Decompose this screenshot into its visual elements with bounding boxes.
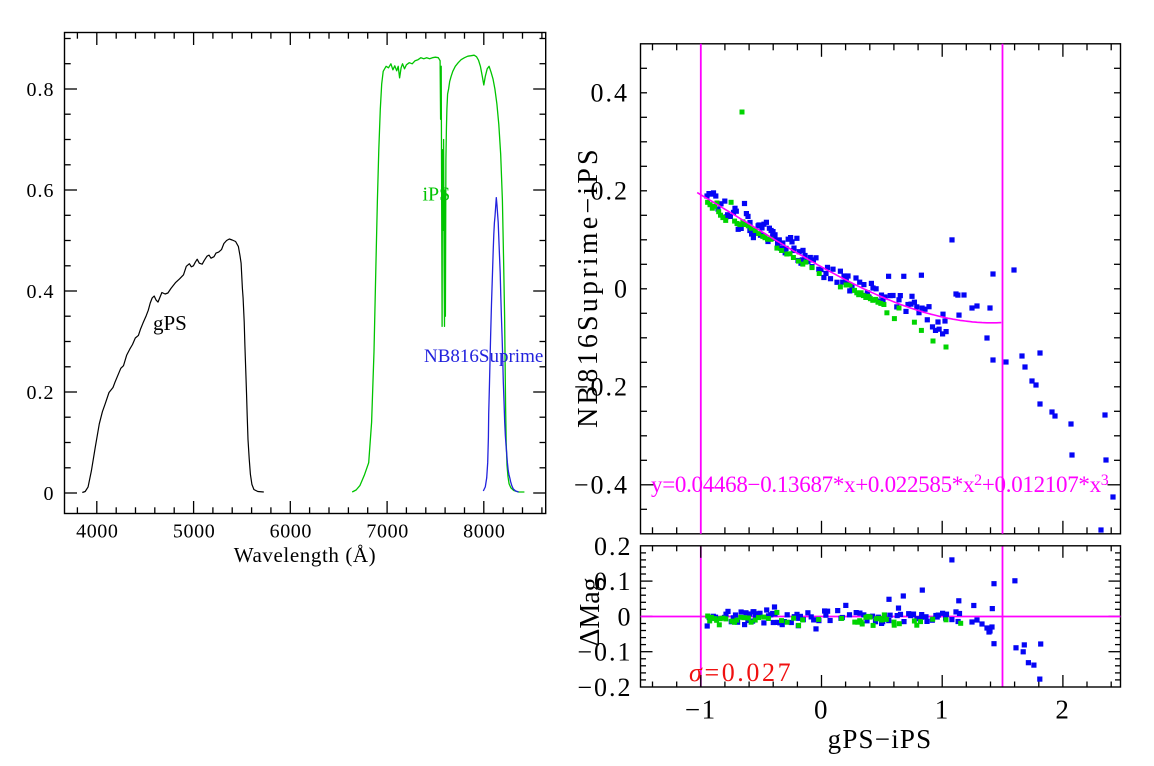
svg-text:0.6: 0.6	[27, 180, 55, 202]
svg-text:ΔMag: ΔMag	[575, 577, 606, 646]
svg-text:0.2: 0.2	[591, 176, 630, 205]
svg-text:−0.2: −0.2	[577, 673, 632, 702]
svg-text:2: 2	[1055, 695, 1070, 725]
svg-text:0: 0	[618, 602, 633, 631]
svg-text:0: 0	[614, 274, 629, 303]
svg-text:5000: 5000	[173, 521, 215, 543]
svg-text:gPS: gPS	[153, 311, 187, 335]
svg-text:−0.1: −0.1	[577, 638, 632, 667]
svg-text:0: 0	[44, 483, 55, 505]
svg-text:0.1: 0.1	[594, 567, 633, 596]
svg-text:0.2: 0.2	[594, 532, 633, 561]
svg-text:Wavelength (Å): Wavelength (Å)	[234, 543, 377, 567]
svg-text:σ=0.027: σ=0.027	[689, 658, 793, 687]
svg-text:iPS: iPS	[423, 184, 451, 206]
svg-text:y=0.04468−0.13687*x+0.022585*x: y=0.04468−0.13687*x+0.022585*x2+0.012107…	[651, 472, 1109, 497]
svg-text:0: 0	[814, 695, 829, 725]
svg-text:8000: 8000	[463, 521, 505, 543]
svg-text:−0.4: −0.4	[574, 470, 629, 499]
svg-text:NB816Suprime−iPS: NB816Suprime−iPS	[573, 146, 604, 428]
svg-text:4000: 4000	[76, 521, 118, 543]
svg-text:−0.2: −0.2	[574, 372, 629, 401]
svg-text:0.8: 0.8	[27, 79, 55, 101]
svg-text:1: 1	[935, 695, 950, 725]
svg-text:0.4: 0.4	[591, 78, 630, 107]
svg-text:−1: −1	[685, 695, 717, 725]
svg-text:7000: 7000	[366, 521, 408, 543]
svg-text:6000: 6000	[270, 521, 312, 543]
svg-text:0.2: 0.2	[27, 382, 55, 404]
svg-text:NB816Suprime: NB816Suprime	[424, 346, 543, 367]
svg-text:gPS−iPS: gPS−iPS	[828, 724, 933, 754]
svg-text:0.4: 0.4	[27, 281, 55, 303]
